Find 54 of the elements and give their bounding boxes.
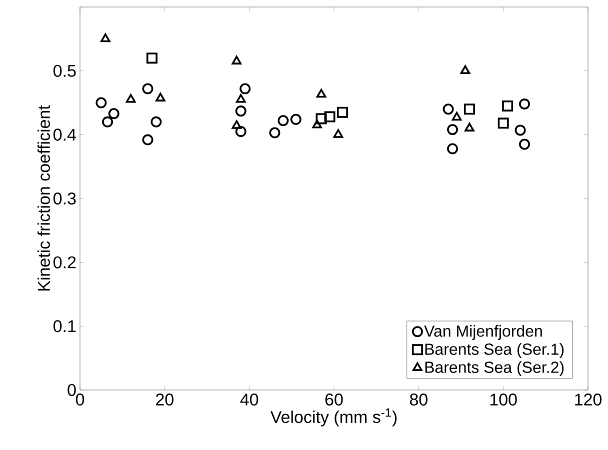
y-tick-label: 0.5 xyxy=(53,64,76,77)
x-tick-label: 80 xyxy=(410,394,428,406)
point xyxy=(278,115,289,126)
point xyxy=(142,83,154,94)
y-tick-label: 0 xyxy=(68,384,76,396)
point xyxy=(447,143,458,154)
point xyxy=(442,104,454,115)
point xyxy=(240,83,251,94)
point xyxy=(290,114,302,125)
point xyxy=(464,122,474,132)
point xyxy=(102,116,114,128)
point xyxy=(150,116,162,128)
point xyxy=(236,94,246,103)
y-tick-label: 0.4 xyxy=(53,128,76,141)
point xyxy=(316,88,326,98)
point xyxy=(108,108,120,120)
y-tick-label: 0.1 xyxy=(53,320,76,332)
point xyxy=(235,106,246,117)
point xyxy=(269,127,280,138)
y-axis-title: Kinetic friction coefficient xyxy=(37,105,50,290)
point xyxy=(519,138,530,150)
point xyxy=(498,118,509,129)
x-tick-label: 60 xyxy=(325,394,343,406)
point xyxy=(235,126,246,137)
point xyxy=(460,65,470,74)
x-tick-label: 20 xyxy=(156,394,174,406)
point xyxy=(100,33,110,42)
point xyxy=(514,124,526,136)
point xyxy=(126,94,136,103)
point xyxy=(324,111,336,122)
legend-label: Barents Sea (Ser.1) xyxy=(425,343,564,358)
point xyxy=(502,100,514,112)
y-tick-label: 0.2 xyxy=(53,256,76,268)
point xyxy=(464,104,475,115)
x-tick-label: 120 xyxy=(575,394,602,406)
point xyxy=(333,129,344,138)
point xyxy=(96,97,107,108)
point xyxy=(156,92,166,102)
point xyxy=(232,56,242,64)
point xyxy=(316,113,327,124)
point xyxy=(452,112,462,121)
legend-label: Barents Sea (Ser.2) xyxy=(425,361,564,376)
x-tick-label: 100 xyxy=(490,394,517,406)
point xyxy=(146,52,158,64)
legend-label: Van Mijenfjorden xyxy=(424,325,542,340)
x-tick-label: 0 xyxy=(76,394,84,406)
point xyxy=(232,120,242,129)
x-axis-title: Velocity (mm s$^{-1}$) xyxy=(270,408,397,426)
point xyxy=(142,134,154,146)
y-tick-label: 0.3 xyxy=(53,192,76,205)
point xyxy=(447,124,458,136)
point xyxy=(336,106,348,118)
x-tick-label: 40 xyxy=(240,394,258,406)
point xyxy=(519,98,530,110)
